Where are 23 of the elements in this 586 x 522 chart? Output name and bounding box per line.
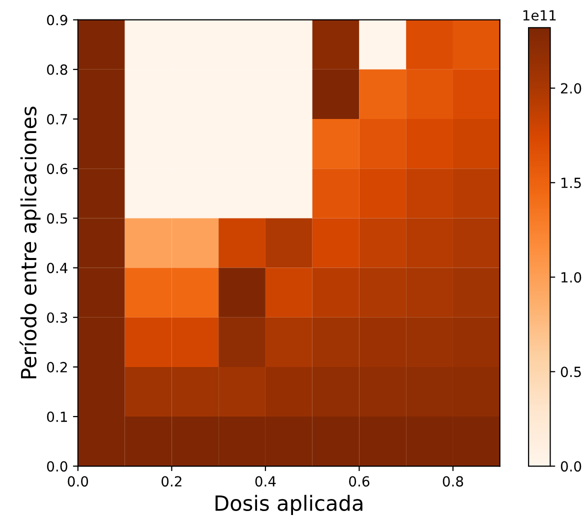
x-axis-title: Dosis aplicada — [216, 494, 362, 516]
y-tick-label: 0.1 — [47, 412, 67, 422]
color-bar-label: 2.0 — [560, 83, 582, 94]
y-tick-label: 0.5 — [47, 213, 68, 224]
y-tick-label: 0.4 — [47, 262, 68, 274]
y-tick-label: 0.2 — [47, 362, 67, 372]
color-bar-label: 1.0 — [562, 272, 582, 283]
y-tick-label: 0.9 — [47, 14, 68, 26]
color-bar-label: 0.0 — [560, 461, 582, 472]
text: 1e11 — [523, 10, 556, 21]
x-tick-label: 0.6 — [349, 476, 370, 487]
x-tick-label: 0.0 — [68, 476, 88, 487]
y-tick-label: 0.8 — [47, 64, 68, 75]
y-tick-label: 0.0 — [47, 461, 68, 472]
y-tick-label: 0.7 — [47, 114, 68, 124]
color-bar-label: 0.5 — [560, 366, 581, 378]
x-tick-label: 0.4 — [255, 476, 276, 487]
y-tick-label: 0.3 — [47, 312, 68, 323]
x-tick-label: 0.2 — [162, 476, 182, 487]
x-tick-label: 0.8 — [442, 476, 464, 487]
color-bar-label: 1.5 — [562, 178, 581, 188]
y-tick-label: 0.6 — [47, 164, 68, 174]
y-axis-title: Período entre aplicaciones — [20, 106, 41, 378]
